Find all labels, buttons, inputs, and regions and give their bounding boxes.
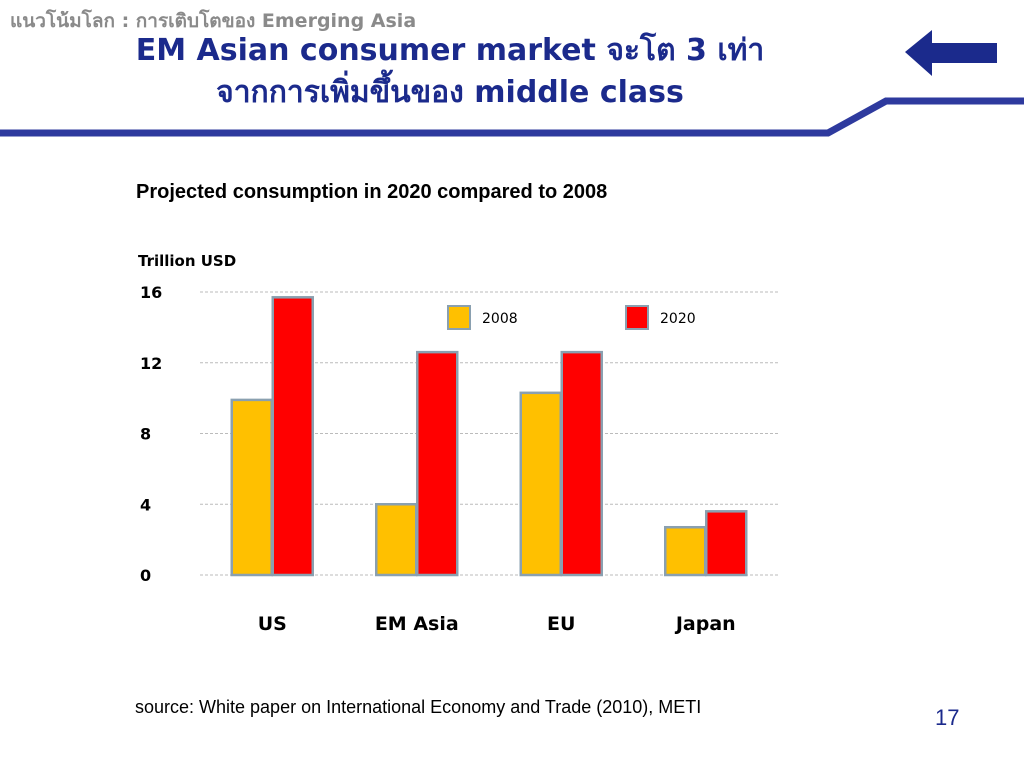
page-title-line-1: EM Asian consumer market จะโต 3 เท่า [135,33,765,68]
page-number: 17 [935,705,960,730]
legend-label: 2008 [482,311,518,327]
x-tick-label: Japan [674,613,736,635]
y-tick-label: 4 [140,495,151,514]
chart-subtitle: Projected consumption in 2020 compared t… [136,181,608,203]
y-tick-label: 8 [140,425,151,444]
y-axis-label: Trillion USD [138,252,236,270]
header-divider [0,97,1024,137]
y-tick-label: 12 [140,354,162,373]
x-tick-label: EM Asia [375,613,459,635]
bar-2020-us [271,296,314,577]
legend-swatch-2020 [625,305,649,330]
breadcrumb: แนวโน้มโลก : การเติบโตของ Emerging Asia [10,10,417,32]
bar-2020-em-asia [416,350,459,577]
x-tick-label: US [258,613,287,635]
bar-2008-eu [519,391,562,577]
bar-2008-japan [664,525,707,577]
y-tick-label: 16 [140,283,162,302]
back-button[interactable] [905,28,1000,80]
source-note: source: White paper on International Eco… [135,697,702,717]
page-title-line-2: จากการเพิ่มขึ้นของ middle class [216,75,684,110]
y-tick-label: 0 [140,566,151,585]
bar-2020-eu [560,350,603,577]
x-tick-label: EU [547,613,575,635]
bar-2008-em-asia [375,503,418,577]
legend-label: 2020 [660,311,696,327]
legend-swatch-2008 [447,305,471,330]
bar-2020-japan [705,510,748,577]
bar-2008-us [230,398,273,577]
left-arrow-icon [905,30,997,76]
